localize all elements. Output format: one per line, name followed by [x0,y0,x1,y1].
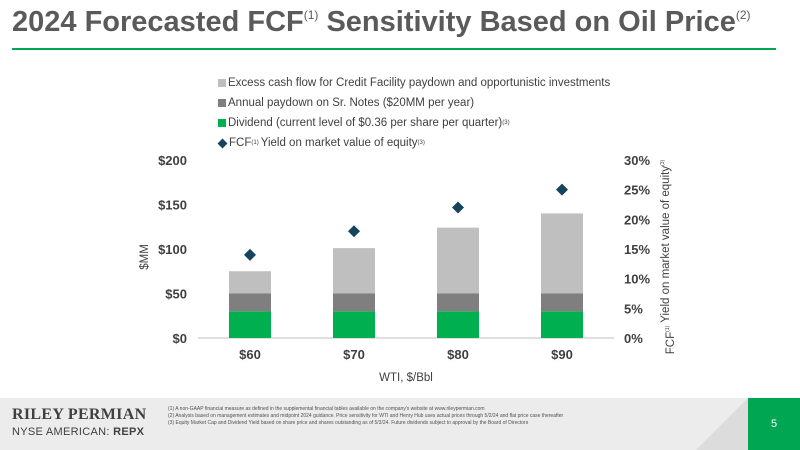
footer-accent [696,398,748,450]
legend-footnote-ref: (1) [251,140,259,146]
y2-axis-title-ref: (1) [665,325,671,331]
chart-legend: Excess cash flow for Credit Facility pay… [217,73,610,153]
y2-tick-label: 0% [624,331,643,346]
legend-label-prefix: FCF [229,137,252,149]
y2-tick-label: 20% [624,212,650,227]
y-tick-label: $0 [173,331,187,346]
ticker-prefix: NYSE AMERICAN: [12,426,114,438]
bar-segment [541,311,583,338]
footnote-1: (1) A non-GAAP financial measure as defi… [168,406,485,412]
y-tick-label: $200 [158,153,187,168]
ticker-symbol: REPX [113,426,145,438]
fcf-yield-marker [348,225,360,238]
x-tick-label: $90 [551,347,573,362]
footnote-2: (2) Analysis based on management estimat… [168,413,564,419]
legend-label: Annual paydown on Sr. Notes ($20MM per y… [228,97,475,109]
legend-item-sr-notes: Annual paydown on Sr. Notes ($20MM per y… [218,93,610,113]
legend-swatch [218,79,226,87]
y-axis-title: $MM [139,244,151,270]
y2-axis-title-prefix: FCF [665,332,677,354]
x-tick-label: $70 [343,347,365,362]
bar-segment [541,213,583,294]
legend-item-dividend: Dividend (current level of $0.36 per sha… [218,113,610,133]
y2-tick-label: 5% [624,301,643,316]
bar-segment [229,271,271,294]
bar-segment [229,311,271,338]
y2-tick-label: 15% [624,242,650,257]
bar-segment [229,293,271,312]
title-footnote-ref-2: (2) [735,8,751,22]
footer-bar [0,398,800,450]
title-text: 2024 Forecasted FCF [12,6,304,38]
company-logo-text: RILEY PERMIAN [12,406,147,423]
footnote-3: (3) Equity Market Cap and Dividend Yield… [168,420,529,426]
x-axis-title: WTI, $/Bbl [379,372,433,384]
legend-label: Dividend (current level of $0.36 per sha… [228,117,503,129]
bar-segment [333,311,375,338]
bar-segment [437,311,479,338]
title-divider [12,48,776,50]
y-tick-label: $50 [165,287,187,302]
bar-segment [437,293,479,312]
footer-page-box [748,398,800,450]
legend-item-fcf-yield: FCF (1) Yield on market value of equity (3… [217,133,610,153]
legend-swatch [218,99,226,107]
footnotes: (1) A non-GAAP financial measure as defi… [168,406,708,427]
y2-tick-label: 30% [624,153,650,168]
page-title: 2024 Forecasted FCF(1) Sensitivity Based… [12,6,788,39]
stock-ticker: NYSE AMERICAN: REPX [12,426,144,438]
fcf-yield-marker [556,183,568,196]
legend-label: Yield on market value of equity [260,137,418,149]
y-tick-label: $150 [158,198,187,213]
y2-axis-title-text: Yield on market value of equity [660,166,672,326]
fcf-yield-marker [244,248,256,261]
bar-segment [541,293,583,312]
legend-swatch [218,119,226,127]
x-tick-label: $80 [447,347,469,362]
fcf-yield-marker [452,201,464,214]
legend-item-excess-cash: Excess cash flow for Credit Facility pay… [218,73,610,93]
title-text-2: Sensitivity Based on Oil Price [318,6,736,38]
y2-axis-title-ref-2: (3) [660,159,666,165]
bar-segment [333,248,375,294]
page-number: 5 [770,418,778,430]
legend-label: Excess cash flow for Credit Facility pay… [228,77,611,89]
y2-tick-label: 10% [624,272,650,287]
legend-footnote-ref: (3) [502,120,510,126]
y2-axis-title: FCF(1) Yield on market value of equity(3… [660,159,677,354]
fcf-sensitivity-chart: $0 $50 $100 $150 $200 0% 5% 10% 15% 20% 25% 30% $60 $… [139,153,677,384]
title-footnote-ref: (1) [303,8,319,22]
bar-segment [333,293,375,312]
y-tick-label: $100 [158,242,187,257]
y2-tick-label: 25% [624,183,650,198]
legend-footnote-ref: (3) [417,140,425,146]
bar-segment [437,227,479,294]
x-tick-label: $60 [239,347,261,362]
